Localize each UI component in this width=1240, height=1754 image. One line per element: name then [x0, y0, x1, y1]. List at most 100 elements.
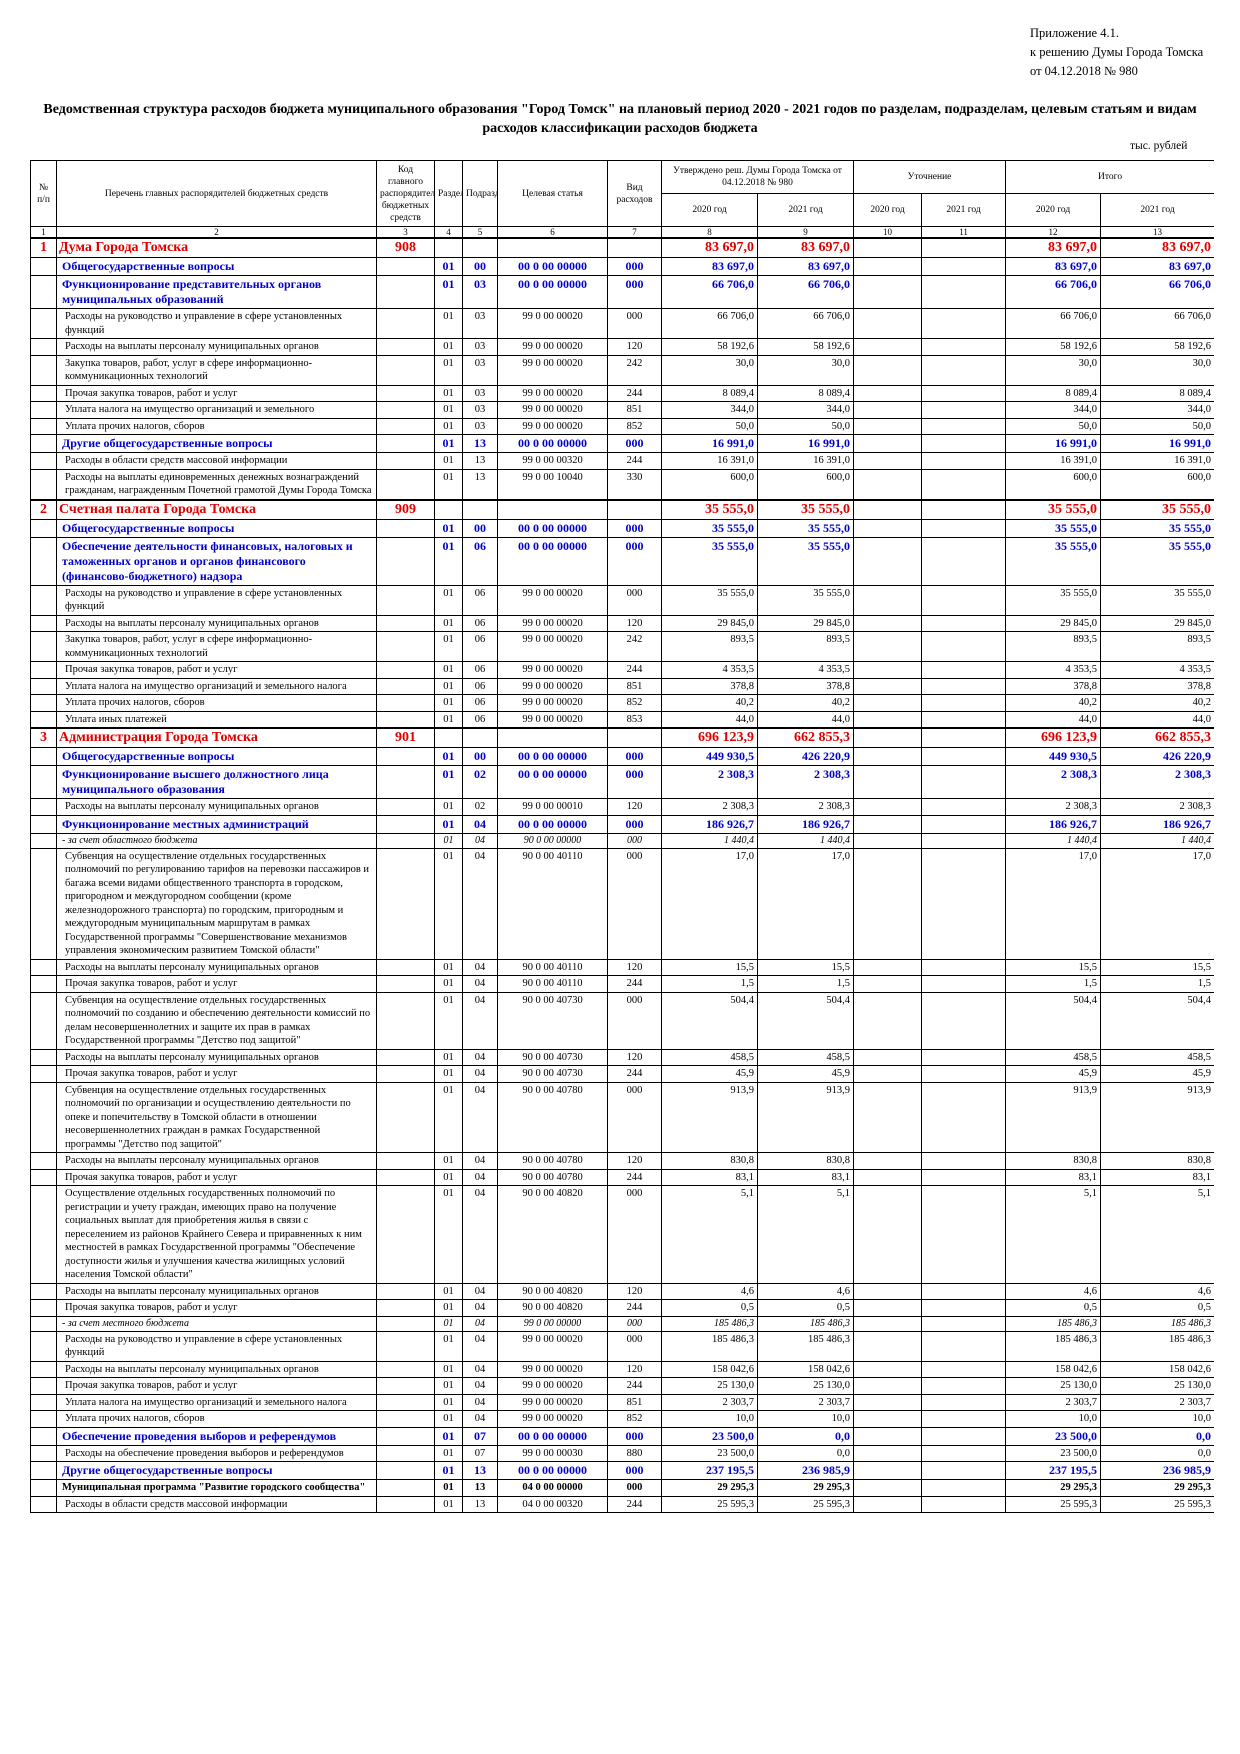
cell-target: 00 0 00 00000 [497, 275, 608, 309]
cell-name: Функционирование представительных органо… [56, 275, 377, 309]
cell-row-number [30, 614, 57, 632]
cell-code [376, 661, 435, 679]
cell-total-2020: 23 500,0 [1005, 1444, 1102, 1462]
cell-total-2021: 25 595,3 [1100, 1495, 1214, 1513]
column-number: 12 [1005, 226, 1102, 239]
cell-row-number [30, 847, 57, 960]
cell-approved-2020: 66 706,0 [661, 308, 758, 339]
cell-row-number [30, 338, 57, 356]
cell-row-number [30, 1426, 57, 1446]
table-row: Субвенция на осуществление отдельных гос… [30, 847, 1214, 960]
cell-clarify-2020 [853, 452, 923, 470]
column-number: 10 [853, 226, 923, 239]
cell-total-2021: 35 555,0 [1100, 536, 1214, 586]
cell-total-2021: 662 855,3 [1100, 727, 1214, 748]
cell-code [376, 354, 435, 386]
cell-name: Расходы на выплаты персоналу муниципальн… [56, 1360, 377, 1378]
cell-approved-2020: 913,9 [661, 1081, 758, 1153]
table-row: Расходы на руководство и управление в сф… [30, 1330, 1214, 1362]
cell-razdel: 01 [434, 958, 463, 976]
cell-clarify-2021 [921, 991, 1007, 1050]
cell-approved-2020: 44,0 [661, 710, 758, 729]
cell-approved-2020: 186 926,7 [661, 814, 758, 834]
cell-approved-2021: 2 303,7 [756, 1393, 855, 1411]
cell-clarify-2020 [853, 1393, 923, 1411]
column-number: 5 [462, 226, 498, 239]
cell-total-2020: 186 926,7 [1005, 814, 1102, 834]
cell-target: 90 0 00 40820 [497, 1185, 608, 1284]
cell-razdel: 01 [434, 518, 463, 538]
cell-clarify-2020 [853, 1065, 923, 1083]
cell-total-2020: 185 486,3 [1005, 1315, 1102, 1332]
cell-razdel: 01 [434, 1048, 463, 1066]
cell-razdel: 01 [434, 765, 463, 799]
table-row: Функционирование высшего должностного ли… [30, 765, 1214, 799]
cell-total-2020: 830,8 [1005, 1152, 1102, 1170]
table-row: Прочая закупка товаров, работ и услуг 01 0… [30, 1065, 1214, 1083]
cell-row-number [30, 1315, 57, 1332]
cell-code [376, 847, 435, 960]
cell-clarify-2020 [853, 1426, 923, 1446]
cell-total-2021: 2 308,3 [1100, 798, 1214, 816]
cell-approved-2020: 23 500,0 [661, 1426, 758, 1446]
cell-total-2021: 426 220,9 [1100, 747, 1214, 766]
cell-razdel: 01 [434, 832, 463, 849]
cell-approved-2021: 35 555,0 [756, 536, 855, 586]
cell-approved-2021: 35 555,0 [756, 518, 855, 538]
cell-vid: 852 [607, 417, 662, 435]
table-row: - за счет областного бюджета 01 04 90 0 00 … [30, 832, 1214, 849]
cell-total-2020: 66 706,0 [1005, 308, 1102, 339]
cell-clarify-2020 [853, 727, 923, 748]
cell-code [376, 1299, 435, 1317]
cell-clarify-2021 [921, 1315, 1007, 1332]
cell-razdel: 01 [434, 1185, 463, 1284]
cell-name: Расходы на выплаты персоналу муниципальн… [56, 1048, 377, 1066]
cell-total-2020: 58 192,6 [1005, 338, 1102, 356]
col-header-total-2020: 2020 год [1005, 193, 1102, 227]
cell-approved-2020: 45,9 [661, 1065, 758, 1083]
cell-clarify-2020 [853, 614, 923, 632]
cell-row-number [30, 832, 57, 849]
cell-total-2020: 504,4 [1005, 991, 1102, 1050]
cell-total-2021: 185 486,3 [1100, 1315, 1214, 1332]
cell-clarify-2021 [921, 832, 1007, 849]
cell-razdel: 01 [434, 1315, 463, 1332]
cell-approved-2021: 504,4 [756, 991, 855, 1050]
cell-target: 90 0 00 40780 [497, 1168, 608, 1186]
col-header-approved-2020: 2020 год [661, 193, 758, 227]
cell-approved-2021: 2 308,3 [756, 765, 855, 799]
cell-clarify-2020 [853, 1168, 923, 1186]
cell-total-2020: 158 042,6 [1005, 1360, 1102, 1378]
cell-name: Общегосударственные вопросы [56, 747, 377, 766]
cell-approved-2021: 16 991,0 [756, 434, 855, 453]
cell-approved-2020: 66 706,0 [661, 275, 758, 309]
cell-total-2021: 15,5 [1100, 958, 1214, 976]
cell-target: 99 0 00 00020 [497, 1410, 608, 1428]
cell-razdel: 01 [434, 631, 463, 662]
cell-target: 99 0 00 10040 [497, 468, 608, 500]
cell-name: Прочая закупка товаров, работ и услуг [56, 975, 377, 993]
cell-code: 909 [376, 498, 435, 520]
cell-approved-2021: 25 130,0 [756, 1377, 855, 1395]
cell-podrazdel: 02 [462, 765, 498, 799]
cell-clarify-2021 [921, 631, 1007, 662]
cell-row-number [30, 694, 57, 712]
header-line-appendix: Приложение 4.1. [1030, 26, 1119, 40]
cell-total-2020: 30,0 [1005, 354, 1102, 386]
cell-podrazdel [462, 498, 498, 520]
header-line-decision: к решению Думы Города Томска [1030, 45, 1204, 59]
cell-clarify-2021 [921, 434, 1007, 453]
cell-approved-2021: 10,0 [756, 1410, 855, 1428]
cell-vid: 851 [607, 677, 662, 695]
cell-clarify-2020 [853, 747, 923, 766]
cell-code [376, 518, 435, 538]
cell-vid: 852 [607, 1410, 662, 1428]
cell-target: 99 0 00 00020 [497, 354, 608, 386]
cell-row-number [30, 518, 57, 538]
cell-clarify-2021 [921, 257, 1007, 276]
cell-podrazdel: 04 [462, 991, 498, 1050]
cell-approved-2020: 50,0 [661, 417, 758, 435]
cell-approved-2020: 16 991,0 [661, 434, 758, 453]
col-header-podrazdel: Подраздел [462, 160, 498, 227]
col-header-razdel: Раздел [434, 160, 463, 227]
